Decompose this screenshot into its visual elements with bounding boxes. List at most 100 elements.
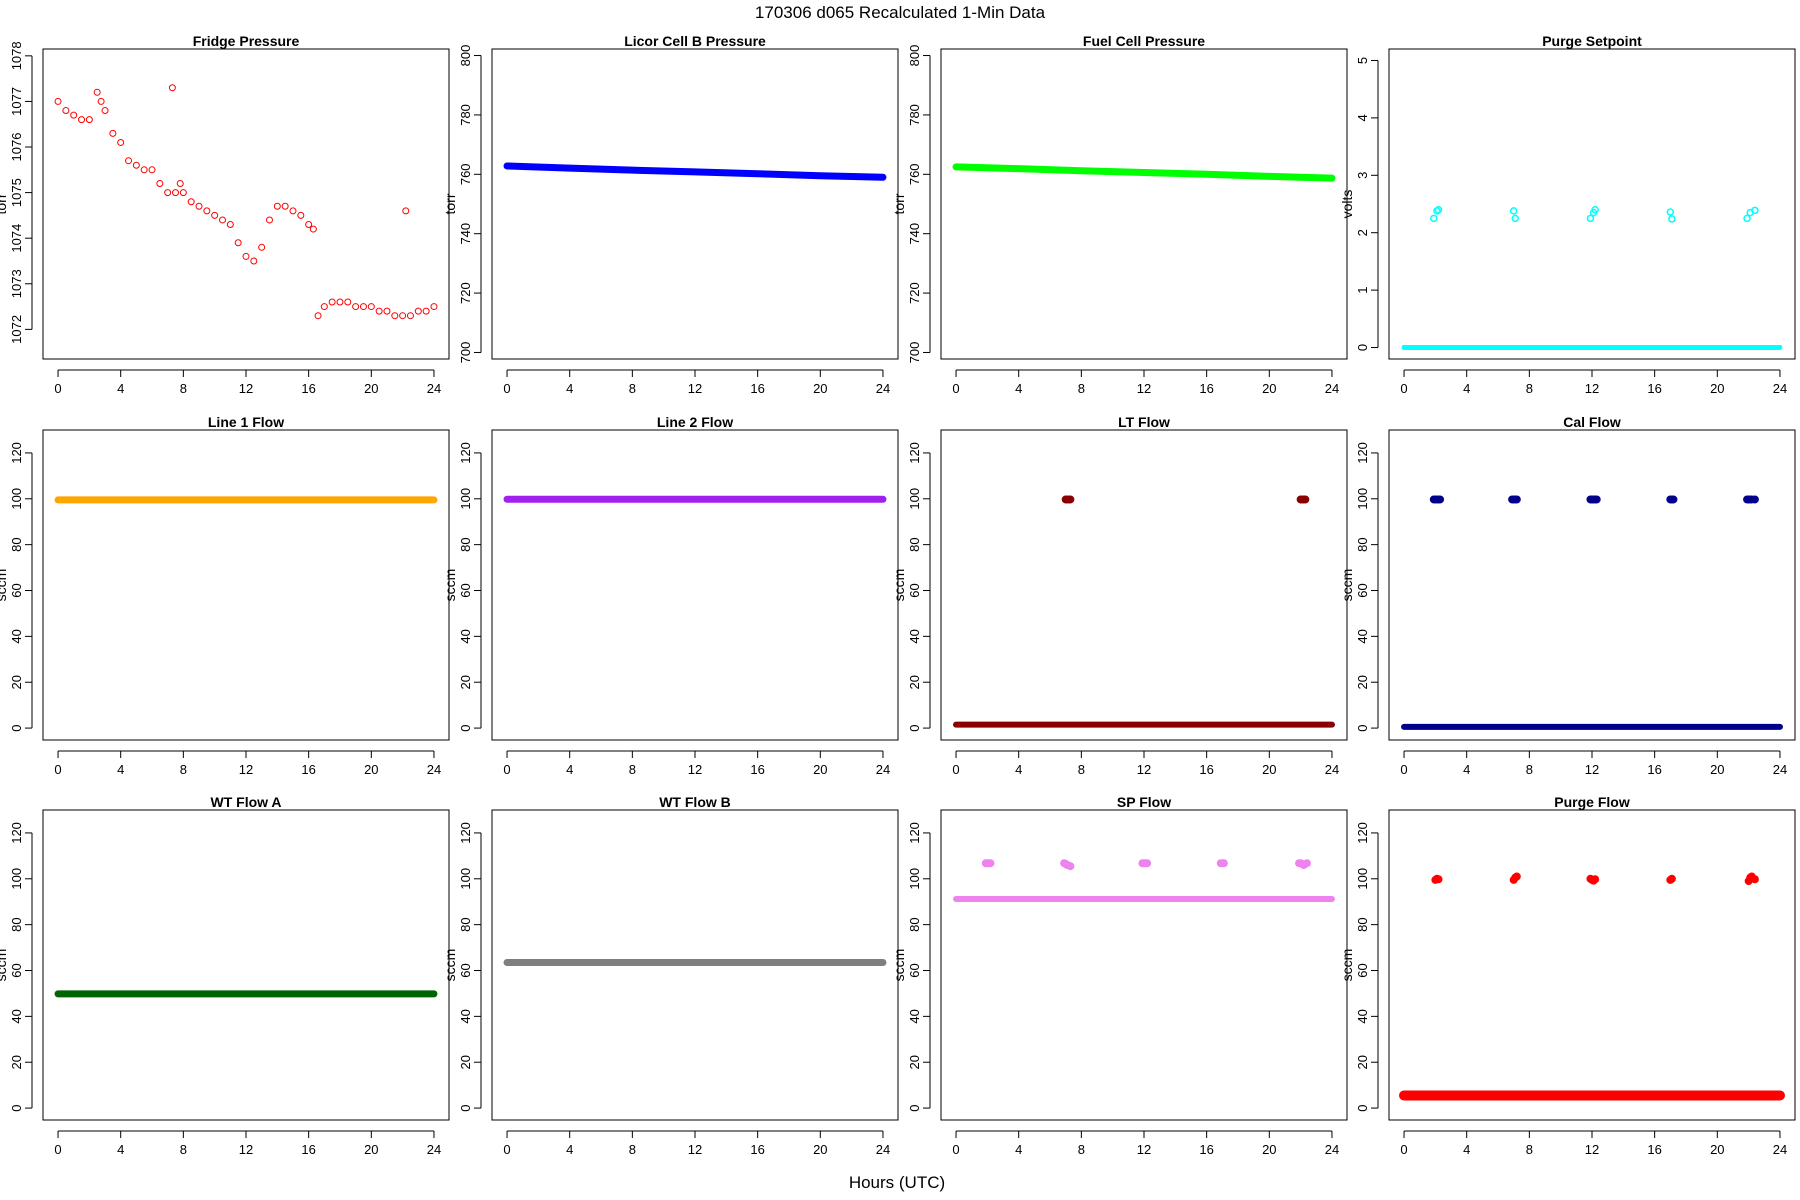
- data-point: [164, 189, 172, 197]
- panel-title: Licor Cell B Pressure: [624, 33, 766, 49]
- y-tick-label: 100: [1355, 868, 1370, 890]
- x-tick-label: 12: [688, 762, 702, 777]
- panel-title: Fuel Cell Pressure: [1083, 33, 1205, 49]
- data-point: [273, 202, 281, 210]
- y-tick-label: 100: [458, 868, 473, 890]
- y-tick-label: 1076: [9, 133, 24, 162]
- y-tick-label: 700: [458, 342, 473, 364]
- panel-title: Line 1 Flow: [208, 414, 284, 430]
- y-tick-label: 60: [907, 963, 922, 977]
- y-tick-label: 740: [458, 223, 473, 245]
- data-point: [179, 189, 187, 197]
- y-tick-label: 5: [1355, 57, 1370, 64]
- event-point: [1743, 214, 1751, 223]
- event-point: [1751, 206, 1759, 215]
- x-tick-label: 20: [1262, 762, 1276, 777]
- data-point: [168, 84, 176, 92]
- y-tick-label: 0: [9, 1104, 24, 1111]
- y-tick-label: 60: [1355, 583, 1370, 597]
- x-tick-label: 8: [1078, 381, 1085, 396]
- y-axis-label: volts: [1339, 190, 1355, 219]
- data-point: [54, 97, 62, 105]
- x-tick-label: 8: [180, 762, 187, 777]
- y-tick-label: 3: [1355, 172, 1370, 179]
- x-tick-label: 16: [1647, 381, 1661, 396]
- data-point: [250, 257, 258, 265]
- data-point: [328, 298, 336, 306]
- data-point: [399, 312, 407, 320]
- x-tick-label: 0: [1400, 762, 1407, 777]
- x-tick-label: 12: [239, 1142, 253, 1157]
- event-point: [1434, 875, 1443, 884]
- x-tick-label: 24: [1773, 762, 1787, 777]
- x-tick-label: 12: [1137, 1142, 1151, 1157]
- x-tick-label: 0: [1400, 1142, 1407, 1157]
- event-point: [1436, 495, 1445, 504]
- event-point: [1066, 862, 1075, 871]
- data-point: [281, 202, 289, 210]
- panel-12: Purge Flow 0 4 8 12 16 20 24 0 20 40 60 80 100 120 sccm: [1339, 794, 1796, 1157]
- plot-frame: [940, 429, 1348, 741]
- panel-9: WT Flow A 0 4 8 12 16 20 24 0 20 40 60 80 100 120 sccm: [0, 794, 450, 1157]
- y-tick-label: 40: [458, 1009, 473, 1023]
- data-point: [314, 312, 322, 320]
- y-axis-label: torr: [891, 193, 907, 214]
- x-tick-label: 12: [1137, 381, 1151, 396]
- data-point: [320, 303, 328, 311]
- x-tick-label: 16: [301, 762, 315, 777]
- x-tick-label: 12: [239, 381, 253, 396]
- y-tick-label: 700: [907, 342, 922, 364]
- y-tick-label: 20: [9, 1055, 24, 1069]
- x-tick-label: 12: [1585, 762, 1599, 777]
- x-tick-label: 4: [1463, 762, 1470, 777]
- panel-2: Licor Cell B Pressure 0 4 8 12 16 20 24 700 720 74…: [442, 33, 899, 396]
- x-tick-label: 0: [952, 381, 959, 396]
- x-tick-label: 4: [1463, 381, 1470, 396]
- x-tick-label: 8: [629, 381, 636, 396]
- data-point: [132, 161, 140, 169]
- y-tick-label: 120: [9, 822, 24, 844]
- event-point: [1750, 875, 1759, 884]
- y-axis-label: sccm: [1339, 949, 1355, 982]
- x-tick-label: 20: [1710, 1142, 1724, 1157]
- x-tick-label: 24: [1325, 381, 1339, 396]
- x-tick-label: 20: [813, 381, 827, 396]
- y-tick-label: 760: [458, 163, 473, 185]
- x-tick-label: 20: [364, 381, 378, 396]
- data-point: [187, 198, 195, 206]
- y-tick-label: 1074: [9, 224, 24, 253]
- x-tick-label: 16: [1647, 762, 1661, 777]
- y-tick-label: 120: [1355, 442, 1370, 464]
- y-tick-label: 100: [1355, 488, 1370, 510]
- panel-5: Line 1 Flow 0 4 8 12 16 20 24 0 20 40 60 80 100 120 scc…: [0, 414, 450, 777]
- x-tick-label: 4: [566, 762, 573, 777]
- y-tick-label: 0: [1355, 724, 1370, 731]
- data-point: [430, 303, 438, 311]
- x-tick-label: 4: [1463, 1142, 1470, 1157]
- y-tick-label: 80: [1355, 917, 1370, 931]
- y-tick-label: 100: [907, 488, 922, 510]
- y-tick-label: 20: [458, 675, 473, 689]
- data-point: [402, 207, 410, 215]
- panel-title: Cal Flow: [1563, 414, 1621, 430]
- y-tick-label: 120: [1355, 822, 1370, 844]
- x-tick-label: 16: [750, 762, 764, 777]
- data-point: [148, 166, 156, 174]
- plot-frame: [1388, 48, 1796, 360]
- x-tick-label: 12: [239, 762, 253, 777]
- data-point: [219, 216, 227, 224]
- y-tick-label: 0: [458, 1104, 473, 1111]
- panel-title: LT Flow: [1118, 414, 1170, 430]
- data-point: [383, 307, 391, 315]
- y-tick-label: 60: [9, 963, 24, 977]
- data-point: [78, 116, 86, 124]
- data-point: [172, 189, 180, 197]
- data-point: [305, 221, 313, 229]
- panel-title: WT Flow B: [659, 794, 731, 810]
- data-point: [140, 166, 148, 174]
- event-point: [1434, 205, 1443, 214]
- x-tick-label: 24: [1325, 1142, 1339, 1157]
- y-tick-label: 20: [907, 675, 922, 689]
- x-tick-label: 20: [813, 762, 827, 777]
